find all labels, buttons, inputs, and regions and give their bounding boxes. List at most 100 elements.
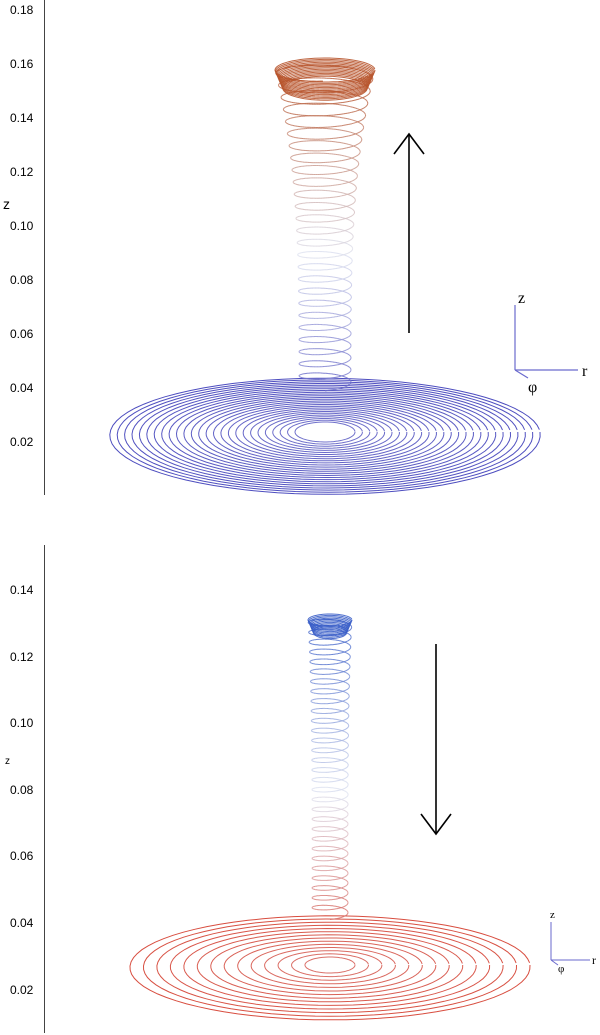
streamline [349,286,351,289]
streamline [347,288,349,290]
streamline [349,111,353,114]
streamline [352,168,354,170]
streamline [353,202,355,204]
streamline [354,172,356,174]
streamline [353,122,356,124]
streamline [212,402,437,466]
bottom-panel: 0.14 0.12 0.10 0.08 0.06 0.04 0.02 z z r… [0,540,600,1035]
streamline [109,377,541,495]
streamline [356,166,358,168]
streamline [276,61,374,87]
streamline [282,94,284,96]
streamline [156,921,504,1014]
streamline [348,323,350,325]
streamline [358,121,360,124]
streamline [359,96,362,98]
streamline [351,122,354,125]
streamline [349,262,352,265]
streamline [348,335,350,338]
top-vortex-plot: z r φ [109,57,588,495]
streamline [116,379,534,493]
top-tick-label: 0.02 [10,435,34,449]
streamline [366,100,368,102]
streamline [257,412,393,454]
streamline [358,149,360,151]
streamline [349,156,351,159]
bottom-tick-label: 0.10 [10,716,34,730]
streamline [361,110,364,113]
streamline [351,157,353,159]
streamline [348,281,351,283]
streamline [349,310,351,313]
streamline [281,74,369,100]
streamline [353,184,356,186]
streamline [279,68,371,94]
streamline [350,195,353,197]
streamline [351,195,354,198]
streamline [348,263,350,266]
streamline [190,397,460,472]
streamline [355,159,358,162]
streamline [348,317,350,319]
streamline [358,148,360,150]
streamline [355,133,358,136]
streamline [366,104,368,107]
streamline [359,141,362,143]
streamline [283,107,285,109]
streamline [354,167,356,169]
streamline [347,100,350,103]
streamline [349,294,351,296]
streamline [205,400,445,468]
bottom-z-axis-line [44,545,45,1033]
streamline [348,347,351,349]
top-tick-label: 0.10 [10,219,34,233]
streamline [349,359,351,361]
streamline [352,132,354,134]
streamline [353,171,356,173]
streamline [353,156,356,158]
streamline [347,329,349,331]
streamline [353,132,356,135]
streamline [281,95,283,97]
streamline [358,131,361,133]
bottom-tick-label: 0.12 [10,650,34,664]
streamline [279,418,371,447]
streamline [237,940,423,992]
bottom-vortex-plot: z r φ [129,613,596,1021]
streamline [348,372,350,374]
streamline [363,111,365,114]
streamline [367,93,369,96]
streamline [349,118,352,121]
streamline [351,168,353,171]
streamline [272,416,378,449]
streamline [347,243,350,246]
up-arrow-icon [393,132,425,333]
streamline [349,298,351,300]
streamline [348,383,351,386]
streamline [359,136,361,138]
bottom-tick-label: 0.14 [10,583,34,597]
streamline [352,119,355,122]
streamline [348,105,351,108]
streamline [361,107,364,110]
triad-r-label: r [582,363,588,380]
streamline [349,239,352,241]
streamline [279,70,371,96]
streamline [354,144,356,147]
streamline [264,947,396,985]
streamline [364,112,366,114]
streamline [357,165,359,167]
streamline [175,393,474,477]
streamline [355,144,358,146]
streamline [350,245,352,247]
streamline [355,146,358,149]
top-z-axis-label: z [3,196,10,212]
streamline [279,86,281,89]
streamline [278,65,372,91]
streamline [348,219,350,221]
streamline [363,117,366,119]
streamline [129,915,531,1021]
streamline [358,109,361,111]
streamline [278,67,372,93]
streamline [348,158,351,160]
